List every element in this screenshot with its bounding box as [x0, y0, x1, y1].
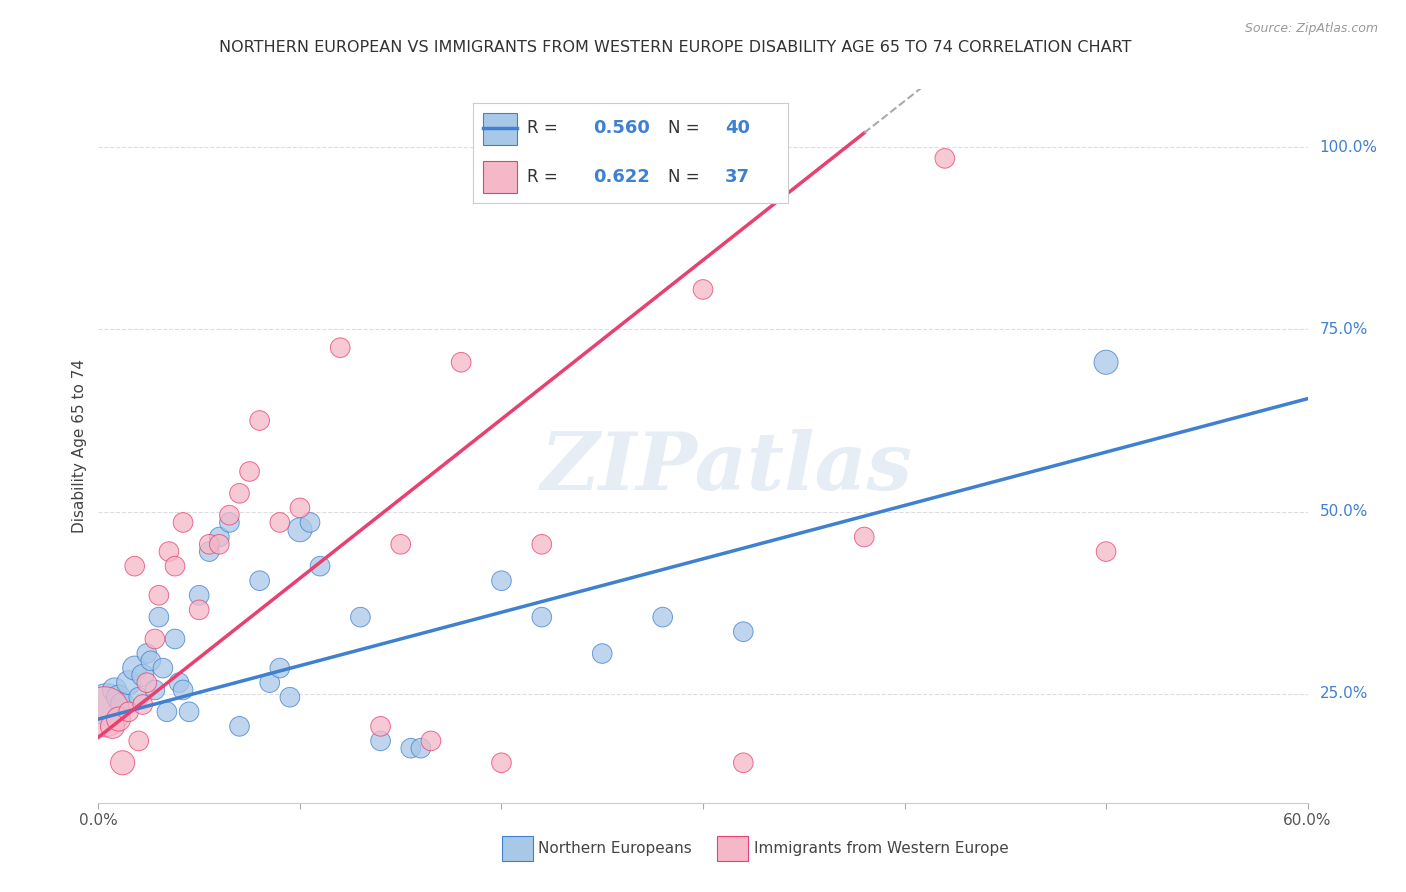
Point: [349, 610, 371, 624]
Point: [148, 588, 170, 602]
Point: [491, 756, 513, 770]
Text: 25.0%: 25.0%: [1320, 686, 1368, 701]
Point: [288, 523, 311, 537]
Point: [96, 698, 118, 712]
Point: [249, 413, 271, 427]
Point: [198, 544, 221, 558]
Text: Source: ZipAtlas.com: Source: ZipAtlas.com: [1244, 22, 1378, 36]
Point: [128, 734, 150, 748]
Point: [491, 574, 513, 588]
Point: [651, 152, 673, 166]
Point: [101, 719, 124, 733]
Point: [208, 537, 231, 551]
Point: [188, 588, 211, 602]
Point: [259, 675, 281, 690]
Point: [733, 624, 755, 639]
Point: [118, 675, 141, 690]
Point: [228, 486, 250, 500]
FancyBboxPatch shape: [502, 836, 533, 861]
Point: [1095, 355, 1118, 369]
Point: [111, 698, 134, 712]
Point: [370, 719, 392, 733]
Point: [278, 690, 301, 705]
Point: [172, 516, 194, 530]
Point: [733, 756, 755, 770]
Point: [111, 756, 134, 770]
Point: [128, 690, 150, 705]
Point: [651, 610, 673, 624]
Point: [239, 465, 262, 479]
Point: [591, 152, 613, 166]
Point: [157, 544, 180, 558]
Point: [167, 675, 190, 690]
Point: [132, 698, 155, 712]
Point: [163, 632, 186, 646]
Point: [172, 682, 194, 697]
Point: [135, 647, 157, 661]
Point: [450, 355, 472, 369]
Point: [156, 705, 179, 719]
Point: [228, 719, 250, 733]
Point: [152, 661, 174, 675]
Point: [329, 341, 352, 355]
Point: [249, 574, 271, 588]
Point: [1095, 544, 1118, 558]
Point: [177, 705, 201, 719]
Point: [148, 610, 170, 624]
Point: [143, 632, 166, 646]
Point: [163, 559, 186, 574]
Point: [269, 516, 291, 530]
Text: 50.0%: 50.0%: [1320, 504, 1368, 519]
Y-axis label: Disability Age 65 to 74: Disability Age 65 to 74: [72, 359, 87, 533]
Point: [198, 537, 221, 551]
Point: [419, 734, 441, 748]
Point: [132, 668, 155, 682]
Text: Immigrants from Western Europe: Immigrants from Western Europe: [754, 841, 1008, 855]
Text: NORTHERN EUROPEAN VS IMMIGRANTS FROM WESTERN EUROPE DISABILITY AGE 65 TO 74 CORR: NORTHERN EUROPEAN VS IMMIGRANTS FROM WES…: [218, 40, 1132, 55]
Point: [188, 603, 211, 617]
Point: [107, 712, 129, 726]
FancyBboxPatch shape: [717, 836, 748, 861]
Point: [118, 705, 141, 719]
Text: 100.0%: 100.0%: [1320, 140, 1378, 155]
Point: [309, 559, 332, 574]
Point: [389, 537, 412, 551]
Point: [370, 734, 392, 748]
Point: [591, 647, 613, 661]
Point: [135, 675, 157, 690]
Point: [139, 654, 162, 668]
Point: [143, 682, 166, 697]
Point: [934, 152, 956, 166]
Point: [399, 741, 422, 756]
Point: [530, 537, 553, 551]
Point: [107, 690, 129, 705]
Point: [409, 741, 432, 756]
Point: [103, 682, 125, 697]
Point: [218, 508, 240, 523]
Point: [530, 610, 553, 624]
Point: [269, 661, 291, 675]
Point: [208, 530, 231, 544]
Point: [853, 530, 876, 544]
Point: [124, 661, 146, 675]
Point: [218, 516, 240, 530]
Text: ZIPatlas: ZIPatlas: [541, 429, 914, 506]
Point: [93, 705, 115, 719]
Point: [299, 516, 322, 530]
Point: [124, 559, 146, 574]
Point: [288, 500, 311, 515]
Text: 75.0%: 75.0%: [1320, 322, 1368, 337]
Text: Northern Europeans: Northern Europeans: [538, 841, 692, 855]
Point: [692, 282, 714, 296]
